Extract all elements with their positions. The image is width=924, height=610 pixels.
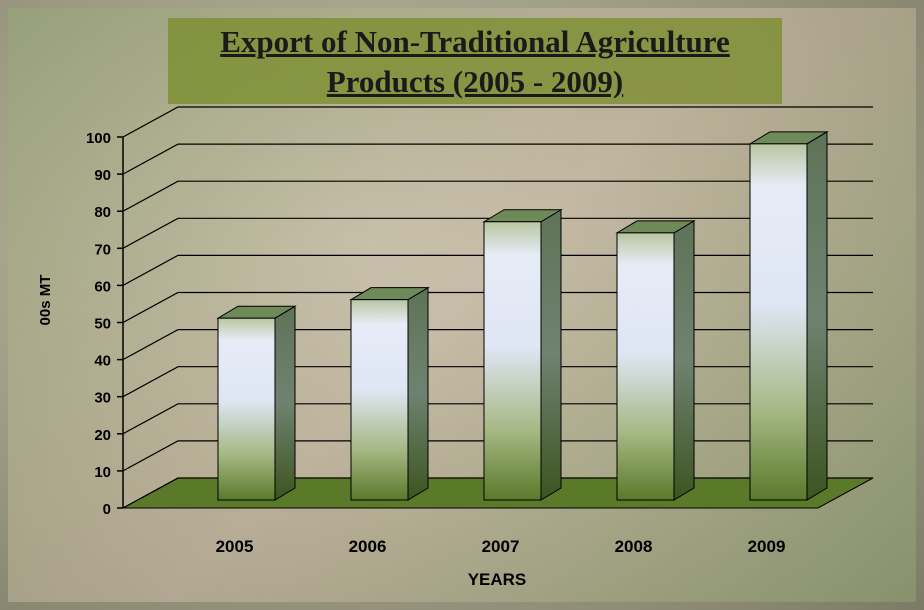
x-tick-label: 2005 xyxy=(216,537,254,556)
y-tick-label: 60 xyxy=(94,278,111,295)
grid-line xyxy=(122,217,873,249)
bar-side xyxy=(806,130,828,501)
bar-front xyxy=(217,317,276,501)
bar-side xyxy=(540,208,562,501)
grid-line xyxy=(122,143,873,175)
y-tick-label: 100 xyxy=(86,130,111,147)
bar xyxy=(615,219,696,501)
bar xyxy=(748,130,829,501)
bar-front xyxy=(350,299,409,501)
x-tick-label: 2006 xyxy=(349,537,387,556)
y-axis-label: 00s MT xyxy=(37,275,54,326)
x-tick-label: 2008 xyxy=(615,537,653,556)
y-tick-label: 30 xyxy=(94,390,111,407)
grid-line xyxy=(122,180,873,212)
x-tick-label: 2007 xyxy=(482,537,520,556)
bar-side xyxy=(673,219,695,501)
bar xyxy=(482,208,563,501)
bar-front xyxy=(616,232,675,501)
title-box xyxy=(168,18,782,104)
bar-side xyxy=(407,286,429,501)
bar xyxy=(349,286,430,501)
bar-side xyxy=(274,305,296,501)
bar xyxy=(216,305,297,501)
x-axis-label: YEARS xyxy=(468,570,527,589)
y-tick-label: 50 xyxy=(94,316,111,333)
grid-line xyxy=(122,106,873,138)
y-tick-label: 70 xyxy=(94,241,111,258)
bar-front xyxy=(749,143,808,501)
y-tick-label: 40 xyxy=(94,353,111,370)
y-tick-label: 80 xyxy=(94,204,111,221)
x-tick-label: 2009 xyxy=(748,537,786,556)
chart-title: Export of Non-Traditional Agriculture Pr… xyxy=(220,24,730,99)
y-tick-label: 10 xyxy=(94,464,111,481)
y-tick-label: 20 xyxy=(94,427,111,444)
y-tick-label: 0 xyxy=(103,501,111,518)
y-tick-label: 90 xyxy=(94,167,111,184)
bar-front xyxy=(483,221,542,501)
